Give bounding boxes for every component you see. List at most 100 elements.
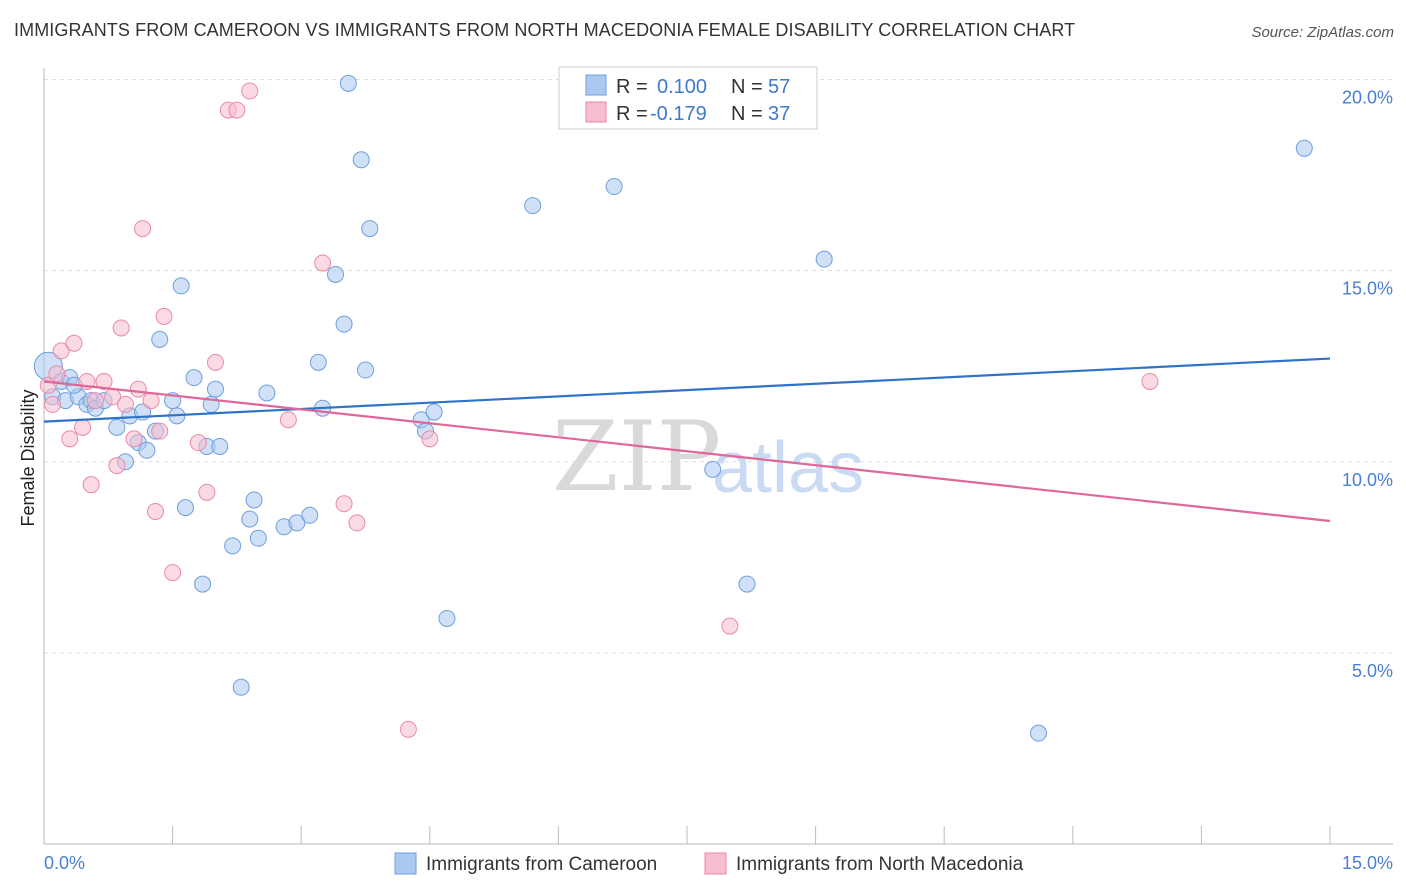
point-cameroon	[194, 575, 212, 593]
y-axis-label: Female Disability	[18, 389, 38, 526]
axes	[43, 68, 1393, 845]
point-north-macedonia	[151, 422, 169, 440]
point-cameroon	[288, 514, 306, 532]
point-north-macedonia	[155, 307, 173, 325]
y-tick-label: 20.0%	[1342, 88, 1393, 108]
series-north-macedonia-points	[39, 82, 1159, 738]
trend-lines	[43, 357, 1331, 523]
point-cameroon	[151, 330, 169, 348]
y-tick-label: 15.0%	[1342, 279, 1393, 299]
chart-title: IMMIGRANTS FROM CAMEROON VS IMMIGRANTS F…	[14, 20, 1076, 40]
point-north-macedonia	[279, 411, 297, 429]
watermark-zip: ZIP	[552, 401, 721, 513]
legend-swatch-blue	[585, 74, 607, 96]
point-cameroon	[172, 277, 190, 295]
source-label: Source: ZipAtlas.com	[1251, 24, 1394, 41]
point-cameroon	[211, 437, 229, 455]
point-cameroon	[425, 403, 443, 421]
legend-swatch-pink	[585, 101, 607, 123]
bottom-legend-swatch-blue	[394, 852, 417, 875]
point-north-macedonia	[82, 476, 100, 494]
point-cameroon	[357, 361, 374, 379]
legend-n-value-1: 57	[768, 76, 790, 98]
y-tick-label: 5.0%	[1352, 661, 1393, 681]
point-cameroon	[309, 353, 327, 371]
point-north-macedonia	[399, 720, 417, 738]
point-cameroon	[1295, 139, 1313, 157]
point-north-macedonia	[86, 392, 104, 410]
legend-n-value-2: 37	[768, 103, 790, 125]
point-north-macedonia	[206, 353, 224, 371]
point-north-macedonia	[95, 372, 113, 390]
point-north-macedonia	[721, 617, 739, 635]
point-cameroon	[335, 315, 353, 333]
point-north-macedonia	[189, 434, 207, 452]
y-tick-label: 10.0%	[1342, 470, 1393, 490]
point-cameroon	[176, 499, 194, 517]
legend-n-label-1: N =	[731, 76, 763, 98]
legend-box: R = 0.100 N = 57 R = -0.179 N = 37	[558, 66, 818, 130]
point-north-macedonia	[1141, 372, 1159, 390]
bottom-legend: Immigrants from Cameroon Immigrants from…	[394, 852, 1024, 875]
bottom-legend-swatch-pink	[704, 852, 727, 875]
point-north-macedonia	[198, 483, 216, 501]
legend-r-label-2: R =	[616, 103, 648, 125]
point-cameroon	[1030, 724, 1048, 742]
point-cameroon	[605, 178, 623, 196]
point-north-macedonia	[116, 395, 134, 413]
point-cameroon	[185, 369, 203, 387]
point-cameroon	[438, 609, 456, 627]
point-north-macedonia	[48, 365, 66, 383]
x-tick-max: 15.0%	[1342, 853, 1393, 873]
point-cameroon	[245, 491, 263, 509]
point-north-macedonia	[314, 254, 332, 272]
point-cameroon	[108, 418, 126, 436]
point-north-macedonia	[65, 334, 83, 352]
bottom-legend-label-north-macedonia: Immigrants from North Macedonia	[736, 854, 1024, 875]
point-cameroon	[232, 678, 250, 696]
point-north-macedonia	[421, 430, 439, 448]
point-north-macedonia	[61, 430, 79, 448]
point-cameroon	[339, 74, 357, 92]
point-north-macedonia	[228, 101, 246, 119]
point-north-macedonia	[74, 418, 92, 436]
point-north-macedonia	[129, 380, 147, 398]
point-cameroon	[704, 460, 722, 478]
point-cameroon	[258, 384, 276, 402]
point-north-macedonia	[241, 82, 259, 100]
point-north-macedonia	[146, 502, 164, 520]
point-north-macedonia	[335, 495, 353, 513]
watermark: ZIP atlas	[552, 401, 864, 513]
point-cameroon	[224, 537, 242, 555]
point-cameroon	[241, 510, 259, 528]
point-cameroon	[301, 506, 319, 524]
point-cameroon	[249, 529, 267, 547]
bottom-legend-label-cameroon: Immigrants from Cameroon	[426, 854, 657, 875]
point-north-macedonia	[164, 564, 182, 582]
point-cameroon	[361, 220, 379, 238]
point-cameroon	[352, 151, 370, 169]
point-north-macedonia	[52, 342, 70, 360]
legend-r-value-2: -0.179	[650, 103, 707, 125]
point-north-macedonia	[112, 319, 130, 337]
legend-n-label-2: N =	[731, 103, 763, 125]
point-north-macedonia	[348, 514, 366, 532]
point-cameroon	[138, 441, 156, 459]
x-tick-min: 0.0%	[44, 853, 85, 873]
point-cameroon	[206, 380, 224, 398]
point-cameroon	[738, 575, 756, 593]
trend-line-north-macedonia	[43, 380, 1331, 523]
legend-r-value-1: 0.100	[657, 76, 707, 98]
point-north-macedonia	[142, 392, 160, 410]
point-north-macedonia	[125, 430, 143, 448]
point-north-macedonia	[108, 457, 126, 475]
point-cameroon	[524, 197, 542, 215]
y-tick-labels: 5.0% 10.0% 15.0% 20.0%	[1342, 88, 1393, 681]
point-cameroon	[815, 250, 833, 268]
legend-r-label-1: R =	[616, 76, 648, 98]
point-north-macedonia	[134, 220, 152, 238]
point-north-macedonia	[44, 395, 62, 413]
point-cameroon	[326, 265, 344, 283]
trend-line-cameroon	[43, 357, 1331, 423]
